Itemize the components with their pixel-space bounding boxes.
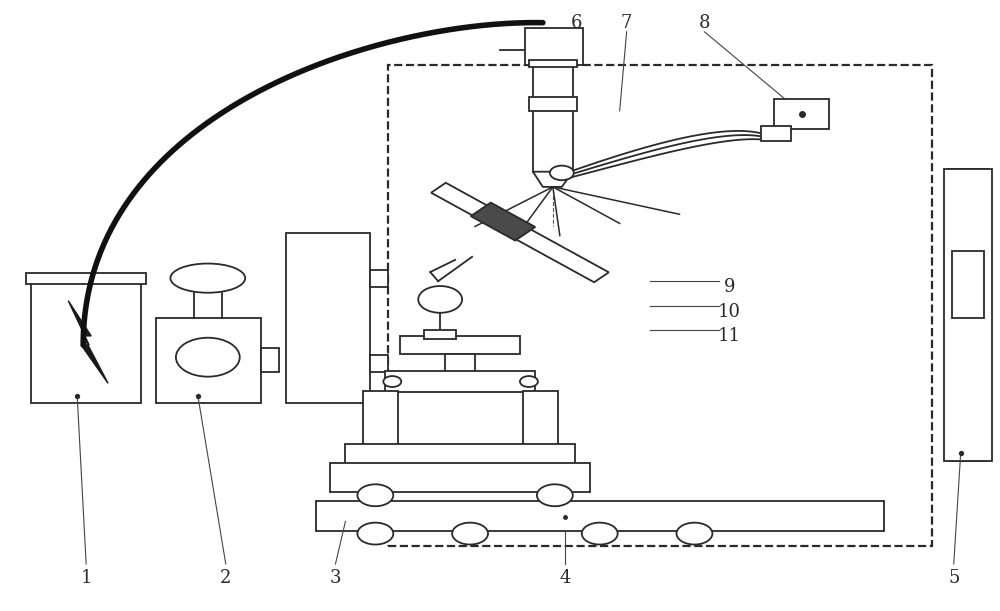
Bar bbox=[952, 251, 984, 318]
Bar bbox=[388, 65, 932, 546]
Bar bbox=[26, 273, 146, 284]
Circle shape bbox=[357, 485, 393, 506]
Circle shape bbox=[452, 522, 488, 544]
Circle shape bbox=[582, 522, 618, 544]
Text: 10: 10 bbox=[718, 302, 741, 321]
Circle shape bbox=[357, 522, 393, 544]
Bar bbox=[261, 348, 279, 372]
Bar bbox=[345, 444, 575, 464]
Text: 5: 5 bbox=[948, 569, 959, 587]
Bar bbox=[31, 281, 141, 403]
Bar bbox=[445, 354, 475, 372]
Circle shape bbox=[677, 522, 712, 544]
Circle shape bbox=[176, 338, 240, 376]
Polygon shape bbox=[471, 203, 535, 241]
Bar bbox=[525, 27, 583, 65]
Polygon shape bbox=[533, 172, 573, 187]
Circle shape bbox=[383, 376, 401, 387]
Polygon shape bbox=[431, 183, 609, 282]
Bar bbox=[385, 371, 535, 392]
Bar bbox=[949, 169, 987, 461]
Bar bbox=[370, 270, 388, 287]
Bar bbox=[533, 65, 573, 172]
Text: 3: 3 bbox=[330, 569, 341, 587]
Text: 2: 2 bbox=[220, 569, 231, 587]
Bar bbox=[523, 390, 558, 445]
Bar bbox=[761, 126, 791, 141]
Bar bbox=[944, 169, 992, 461]
Bar bbox=[424, 331, 456, 339]
Text: 4: 4 bbox=[559, 569, 571, 587]
Bar bbox=[316, 502, 884, 530]
Text: 8: 8 bbox=[699, 13, 710, 32]
Circle shape bbox=[537, 485, 573, 506]
Bar bbox=[286, 233, 370, 403]
Ellipse shape bbox=[170, 263, 245, 293]
Circle shape bbox=[520, 376, 538, 387]
Bar bbox=[400, 336, 520, 354]
Text: 11: 11 bbox=[718, 327, 741, 345]
Text: 1: 1 bbox=[80, 569, 92, 587]
Text: 7: 7 bbox=[621, 13, 632, 32]
Polygon shape bbox=[68, 301, 108, 383]
Circle shape bbox=[418, 286, 462, 313]
Bar bbox=[156, 318, 261, 403]
Bar bbox=[529, 60, 577, 67]
Bar bbox=[529, 98, 577, 111]
Text: 6: 6 bbox=[571, 13, 583, 32]
Bar bbox=[774, 99, 829, 129]
Circle shape bbox=[550, 166, 574, 180]
Bar bbox=[370, 356, 388, 372]
Bar bbox=[330, 463, 590, 492]
Text: 9: 9 bbox=[724, 278, 735, 296]
Bar bbox=[363, 390, 398, 445]
